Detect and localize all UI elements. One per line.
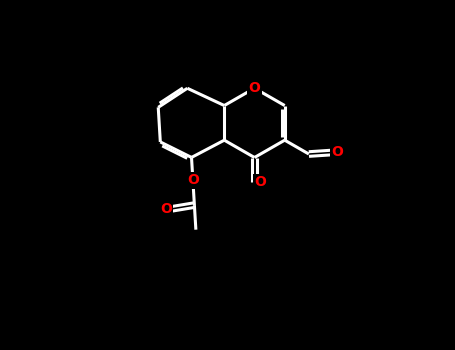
Text: O: O bbox=[160, 202, 172, 216]
Text: O: O bbox=[332, 146, 344, 160]
Text: O: O bbox=[254, 175, 266, 189]
Text: O: O bbox=[187, 174, 199, 188]
Text: O: O bbox=[248, 81, 260, 95]
